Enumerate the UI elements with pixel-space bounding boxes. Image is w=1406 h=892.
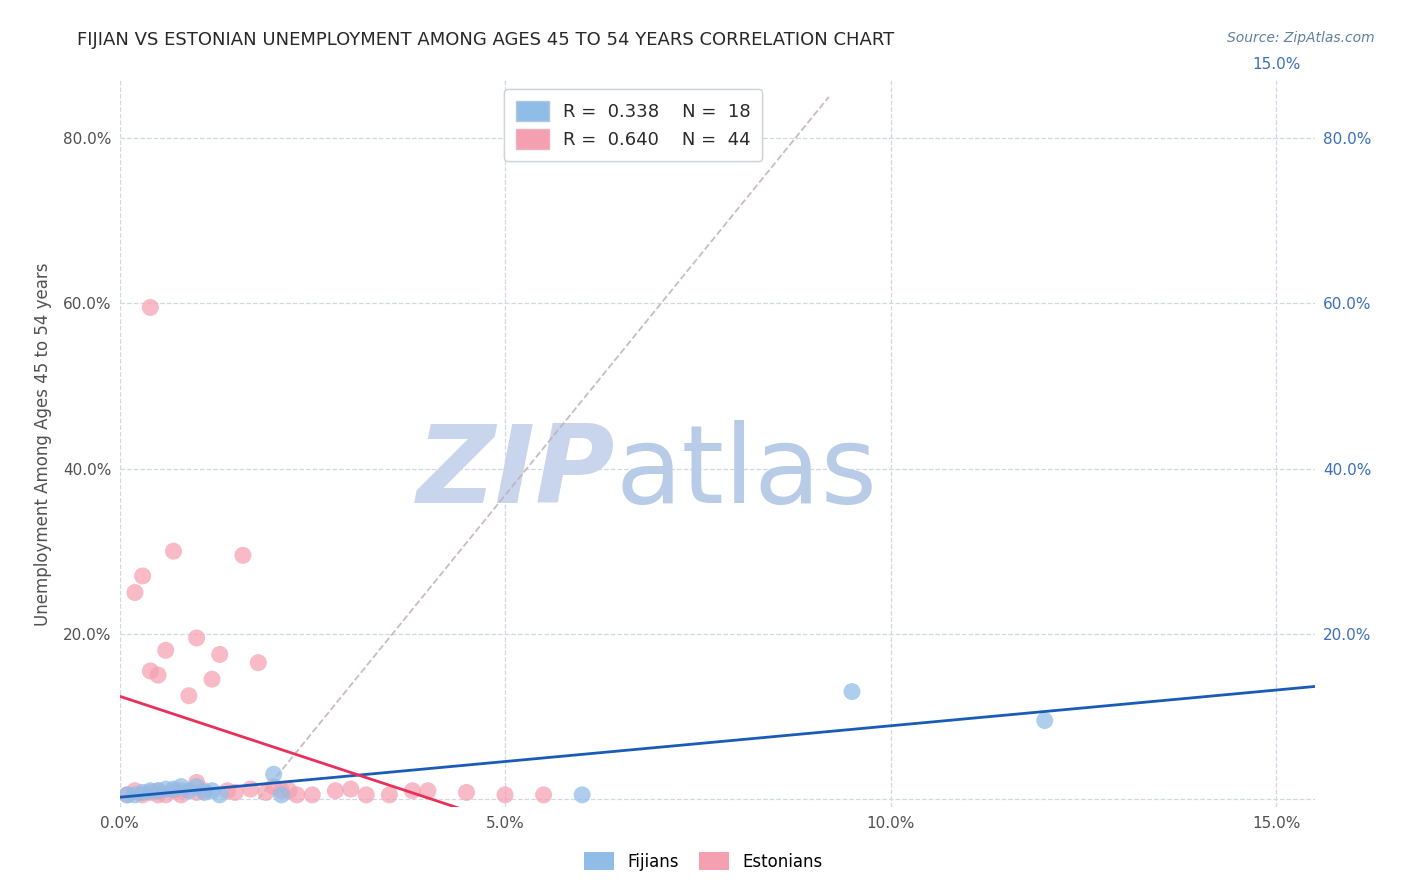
Point: [208, 788, 231, 802]
Point: [146, 783, 169, 797]
Point: [232, 549, 254, 563]
Text: FIJIAN VS ESTONIAN UNEMPLOYMENT AMONG AGES 45 TO 54 YEARS CORRELATION CHART: FIJIAN VS ESTONIAN UNEMPLOYMENT AMONG AG…: [77, 31, 894, 49]
Point: [170, 788, 193, 802]
Point: [155, 643, 177, 657]
Point: [378, 788, 401, 802]
Point: [247, 656, 270, 670]
Point: [162, 544, 184, 558]
Point: [224, 785, 246, 799]
Point: [124, 783, 146, 797]
Point: [124, 585, 146, 599]
Point: [263, 767, 285, 781]
Point: [270, 788, 292, 802]
Point: [162, 783, 184, 797]
Point: [193, 783, 215, 797]
Point: [177, 689, 200, 703]
Point: [131, 785, 153, 799]
Point: [155, 788, 177, 802]
Point: [416, 783, 439, 797]
Point: [494, 788, 516, 802]
Point: [170, 780, 193, 794]
Point: [186, 775, 208, 789]
Point: [139, 785, 162, 799]
Point: [115, 788, 138, 802]
Point: [401, 783, 423, 797]
Point: [124, 788, 146, 802]
Point: [146, 788, 169, 802]
Point: [131, 569, 153, 583]
Point: [146, 668, 169, 682]
Point: [263, 780, 285, 794]
Point: [186, 780, 208, 794]
Text: ZIP: ZIP: [418, 420, 616, 526]
Point: [115, 788, 138, 802]
Point: [208, 648, 231, 662]
Point: [170, 783, 193, 797]
Point: [533, 788, 555, 802]
Point: [146, 783, 169, 797]
Point: [254, 785, 277, 799]
Point: [201, 783, 224, 797]
Point: [131, 788, 153, 802]
Y-axis label: Unemployment Among Ages 45 to 54 years: Unemployment Among Ages 45 to 54 years: [34, 262, 52, 625]
Point: [155, 782, 177, 797]
Point: [1033, 714, 1056, 728]
Point: [201, 672, 224, 686]
Point: [325, 783, 347, 797]
Point: [162, 782, 184, 797]
Point: [301, 788, 323, 802]
Point: [285, 788, 308, 802]
Legend: Fijians, Estonians: Fijians, Estonians: [575, 844, 831, 880]
Text: atlas: atlas: [616, 420, 877, 526]
Point: [239, 782, 262, 797]
Point: [186, 785, 208, 799]
Point: [186, 631, 208, 645]
Point: [571, 788, 593, 802]
Point: [340, 782, 363, 797]
Point: [270, 783, 292, 797]
Point: [354, 788, 377, 802]
Point: [278, 783, 301, 797]
Legend: R =  0.338    N =  18, R =  0.640    N =  44: R = 0.338 N = 18, R = 0.640 N = 44: [505, 89, 762, 161]
Point: [139, 301, 162, 315]
Point: [139, 664, 162, 678]
Point: [841, 684, 863, 698]
Point: [217, 783, 239, 797]
Text: Source: ZipAtlas.com: Source: ZipAtlas.com: [1227, 31, 1375, 45]
Point: [177, 783, 200, 797]
Point: [193, 785, 215, 799]
Point: [456, 785, 478, 799]
Point: [139, 783, 162, 797]
